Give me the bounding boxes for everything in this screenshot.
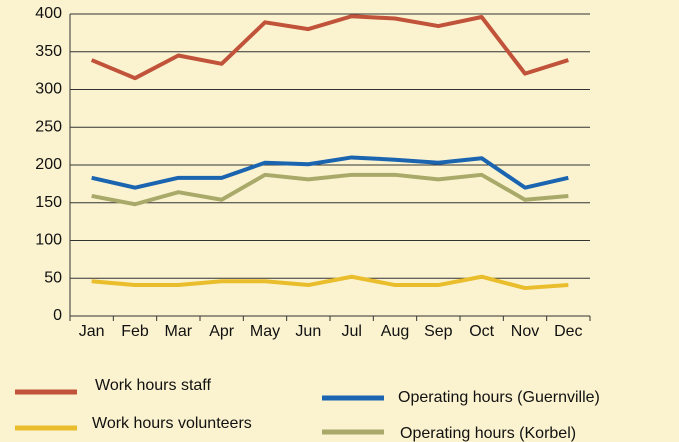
- series-line: [91, 274, 569, 291]
- series-line: [91, 155, 569, 190]
- y-tick-label: 400: [35, 5, 62, 22]
- series-line: [91, 172, 569, 207]
- y-tick-label: 50: [44, 269, 62, 286]
- y-tick-label: 200: [35, 156, 62, 173]
- y-tick-label: 0: [53, 307, 62, 324]
- series-line: [90, 14, 569, 81]
- x-tick-label: Dec: [554, 323, 582, 340]
- x-tick-label: Oct: [469, 323, 494, 340]
- y-tick-label: 250: [35, 118, 62, 135]
- legend-label: Operating hours (Korbel): [400, 425, 576, 442]
- legend-label: Work hours volunteers: [92, 415, 252, 432]
- x-tick-label: Jul: [341, 323, 361, 340]
- x-tick-label: Sep: [424, 323, 453, 340]
- y-tick-label: 300: [35, 81, 62, 98]
- x-tick-label: Mar: [165, 323, 193, 340]
- x-tick-label: Feb: [121, 323, 149, 340]
- legend-label: Work hours staff: [95, 377, 211, 394]
- x-tick-label: Apr: [209, 323, 235, 340]
- x-tick-label: Nov: [511, 323, 539, 340]
- legend-label: Operating hours (Guernville): [398, 389, 600, 406]
- y-tick-label: 150: [35, 194, 62, 211]
- y-tick-label: 350: [35, 43, 62, 60]
- x-tick-label: Jan: [79, 323, 105, 340]
- x-tick-label: Aug: [381, 323, 409, 340]
- x-tick-label: Jun: [295, 323, 321, 340]
- x-tick-label: May: [250, 323, 280, 340]
- y-tick-label: 100: [35, 232, 62, 249]
